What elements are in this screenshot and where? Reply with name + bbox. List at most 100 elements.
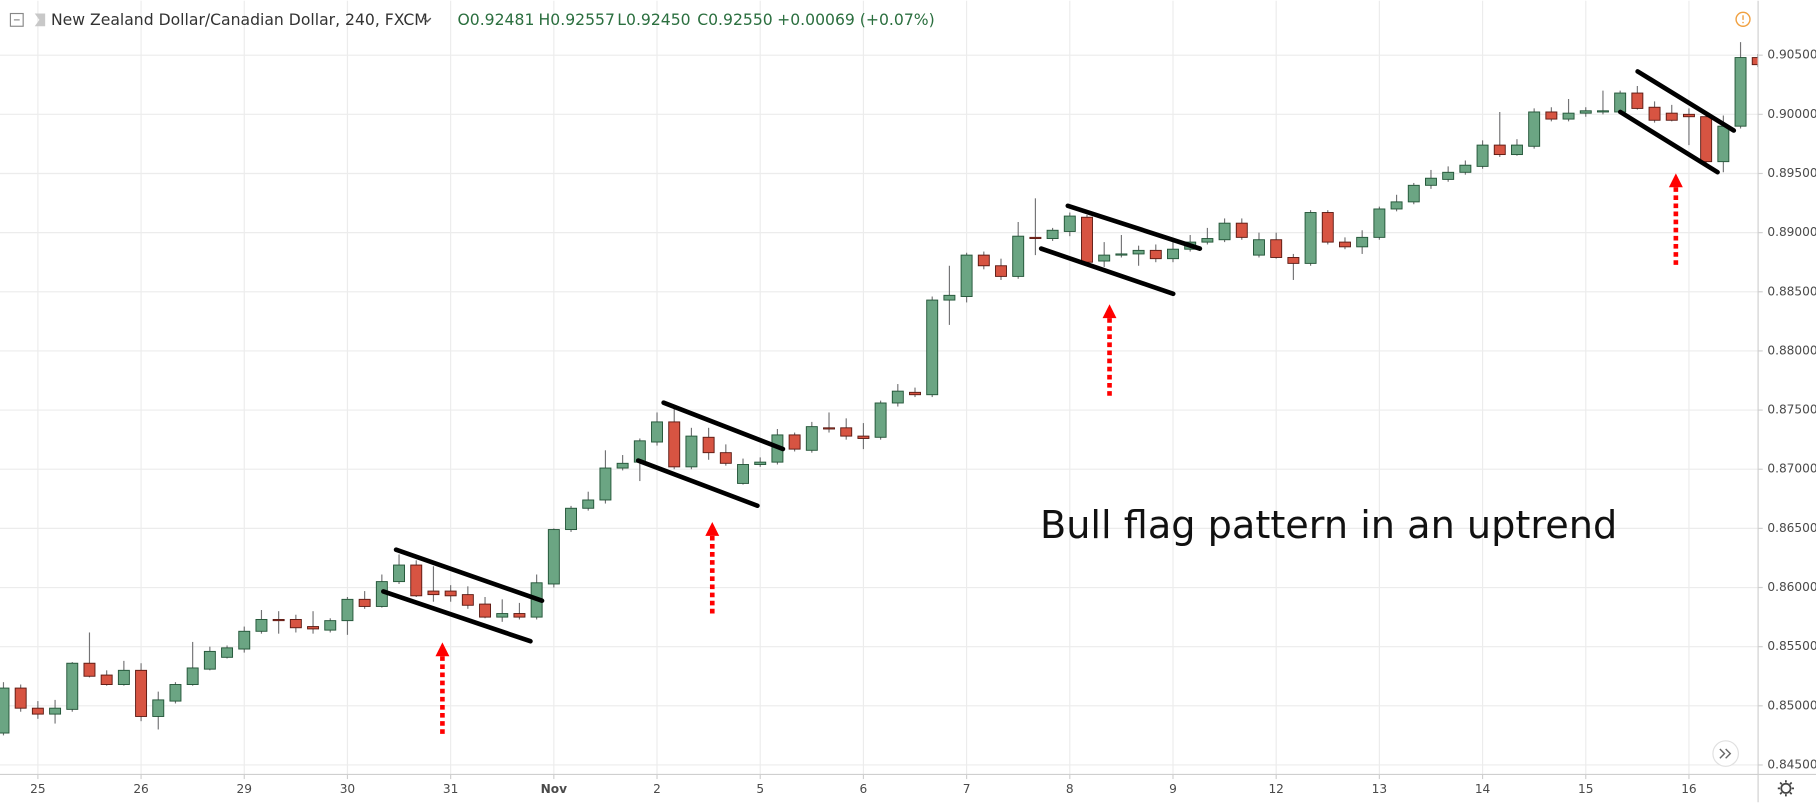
candle-body — [1545, 111, 1558, 120]
candle-body — [49, 707, 62, 715]
candle-body — [496, 613, 509, 618]
x-tick-label: 15 — [1578, 782, 1593, 796]
flag-line — [381, 589, 533, 644]
candle-body — [14, 687, 27, 709]
candle-body — [427, 590, 440, 596]
candle-body — [1304, 212, 1317, 264]
scroll-icon — [1719, 748, 1732, 759]
x-tick-label: 6 — [860, 782, 868, 796]
y-tick-label: 0.90000 — [1767, 107, 1816, 121]
candle-body — [1270, 239, 1283, 258]
x-tick-label: 12 — [1268, 782, 1283, 796]
candle-body — [651, 421, 663, 443]
candle-body — [909, 391, 921, 396]
candle-body — [960, 254, 973, 297]
x-tick-label: 13 — [1372, 782, 1387, 796]
collapse-button[interactable] — [9, 12, 24, 27]
candle-body — [1528, 111, 1541, 147]
candle-body — [324, 620, 337, 631]
arrows — [435, 173, 1683, 734]
y-tick-label: 0.88500 — [1767, 284, 1816, 298]
candle-body — [616, 462, 629, 469]
candle-body — [823, 427, 835, 430]
candle-body — [66, 662, 79, 710]
x-tick-label: 8 — [1066, 782, 1074, 796]
candle-body — [1029, 236, 1042, 240]
warning-dot — [1742, 21, 1744, 24]
candle-body — [307, 626, 320, 630]
candle-body — [255, 618, 268, 632]
candle-body — [702, 436, 715, 454]
candle-body — [461, 594, 474, 606]
candle-body — [1596, 110, 1609, 113]
candle-body — [719, 452, 732, 464]
candle-body — [1459, 164, 1472, 173]
candle-body — [1700, 116, 1713, 163]
x-tick-label: Nov — [541, 782, 568, 796]
candle-body — [1115, 253, 1128, 256]
candle-body — [100, 674, 113, 685]
candle-body — [1287, 257, 1300, 264]
y-tick-label: 0.87000 — [1767, 462, 1816, 476]
candle-body — [410, 564, 423, 597]
candle-body — [83, 662, 96, 677]
candle-body — [1167, 248, 1179, 260]
candle-body — [135, 669, 148, 717]
scroll-button[interactable] — [1712, 740, 1739, 767]
candle-body — [857, 435, 870, 439]
candle-body — [1063, 215, 1076, 232]
y-tick-label: 0.86000 — [1767, 580, 1816, 594]
candle-body — [1407, 184, 1420, 203]
candle-body — [238, 630, 251, 650]
candle-body — [1442, 171, 1455, 180]
flag-lines — [381, 69, 1737, 644]
candle-body — [874, 402, 887, 438]
flag-line — [1065, 203, 1203, 251]
arrow-head — [435, 642, 450, 657]
candle-body — [1631, 92, 1644, 109]
grid — [0, 0, 1759, 775]
candle-body — [977, 254, 990, 267]
candle-body — [1614, 92, 1627, 113]
settings-button[interactable] — [1780, 782, 1792, 794]
warning-icon[interactable] — [1735, 11, 1751, 27]
y-tick-label: 0.90500 — [1767, 48, 1816, 62]
candle-body — [547, 529, 560, 585]
candle-body — [1665, 112, 1678, 121]
candle-body — [444, 590, 457, 597]
candle-body — [891, 390, 904, 404]
candle-body — [1562, 112, 1575, 120]
y-tick-label: 0.85000 — [1767, 698, 1816, 712]
candle-body — [599, 467, 612, 501]
x-tick-label: 26 — [133, 782, 148, 796]
candle-body — [1356, 236, 1369, 248]
candle-body — [152, 699, 165, 717]
candle-body — [668, 421, 681, 468]
candle-body — [358, 598, 371, 607]
x-tick-label: 7 — [963, 782, 971, 796]
flag-line — [1038, 246, 1176, 297]
candle-body — [1476, 144, 1489, 167]
candle-body — [737, 464, 749, 484]
candle-body — [995, 265, 1007, 277]
candle-body — [1201, 238, 1214, 243]
candle-body — [1098, 254, 1111, 262]
candle-body — [117, 669, 130, 685]
candle-body — [186, 667, 199, 685]
symbol-menu[interactable] — [423, 17, 432, 23]
x-tick-label: 31 — [443, 782, 458, 796]
candle-body — [1425, 177, 1437, 186]
annotation: Bull flag pattern in an uptrend — [1040, 504, 1617, 548]
candle-body — [926, 299, 939, 396]
candle-body — [221, 647, 234, 658]
candle-body — [1046, 229, 1059, 240]
candle-body — [203, 650, 216, 670]
candle-body — [1321, 212, 1334, 243]
candle-body — [289, 618, 302, 629]
candle-body — [1510, 144, 1523, 156]
candle-body — [1149, 249, 1162, 260]
candle-body — [788, 434, 801, 450]
candle-body — [1081, 216, 1093, 263]
